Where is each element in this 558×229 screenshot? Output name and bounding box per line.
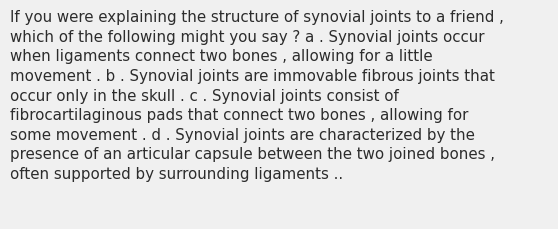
- Text: If you were explaining the structure of synovial joints to a friend ,
which of t: If you were explaining the structure of …: [10, 10, 504, 181]
